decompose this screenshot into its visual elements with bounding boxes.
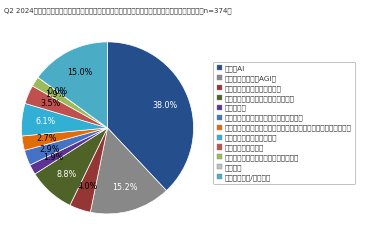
Text: 1.9%: 1.9%	[43, 154, 63, 162]
Wedge shape	[108, 42, 194, 191]
Wedge shape	[38, 42, 108, 128]
Wedge shape	[22, 103, 108, 136]
Text: 2.7%: 2.7%	[36, 135, 57, 143]
Wedge shape	[30, 128, 108, 174]
Text: 6.1%: 6.1%	[36, 117, 56, 126]
Text: 2.9%: 2.9%	[39, 145, 60, 154]
Wedge shape	[32, 77, 108, 128]
Wedge shape	[22, 128, 108, 150]
Text: 3.5%: 3.5%	[40, 99, 61, 108]
Wedge shape	[25, 128, 108, 165]
Text: Q2 2024年以降、電気・情報工学分野で最も注目されると予想する分野はどれだと思いますか？（n=374）: Q2 2024年以降、電気・情報工学分野で最も注目されると予想する分野はどれだと…	[4, 7, 232, 14]
Wedge shape	[70, 128, 108, 212]
Legend: ・生成AI, ・汎用人工知能（AGI）, ・機械力学、メカトロニクス, ・ロボティクス、知能機械システム, ・統計科学, ・情報ネットワーク、情報セキュリティ,: ・生成AI, ・汎用人工知能（AGI）, ・機械力学、メカトロニクス, ・ロボテ…	[214, 62, 356, 184]
Wedge shape	[35, 128, 108, 205]
Wedge shape	[25, 86, 108, 128]
Wedge shape	[38, 77, 108, 128]
Text: 1.9%: 1.9%	[45, 90, 66, 99]
Text: 8.8%: 8.8%	[56, 170, 76, 179]
Text: 15.2%: 15.2%	[112, 183, 137, 192]
Text: 38.0%: 38.0%	[152, 101, 178, 110]
Text: 0.0%: 0.0%	[47, 87, 68, 96]
Text: 4.0%: 4.0%	[78, 182, 98, 191]
Text: 15.0%: 15.0%	[67, 68, 92, 77]
Wedge shape	[90, 128, 166, 214]
